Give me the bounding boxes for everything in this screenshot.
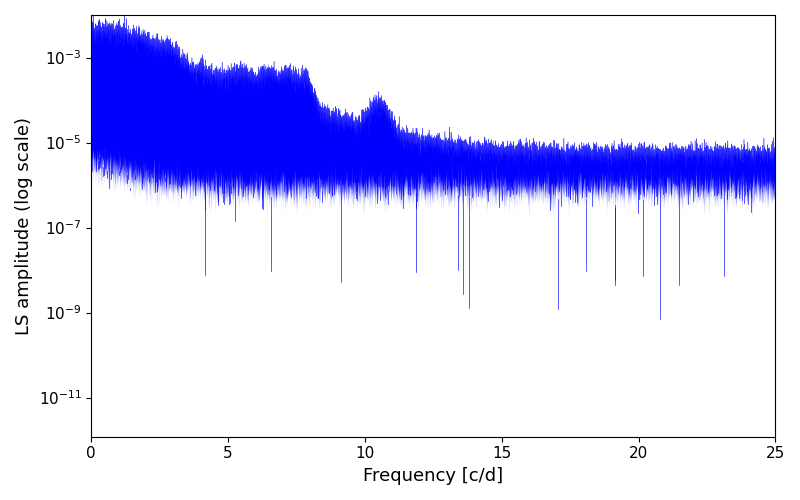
Y-axis label: LS amplitude (log scale): LS amplitude (log scale)	[15, 117, 33, 335]
X-axis label: Frequency [c/d]: Frequency [c/d]	[363, 467, 503, 485]
